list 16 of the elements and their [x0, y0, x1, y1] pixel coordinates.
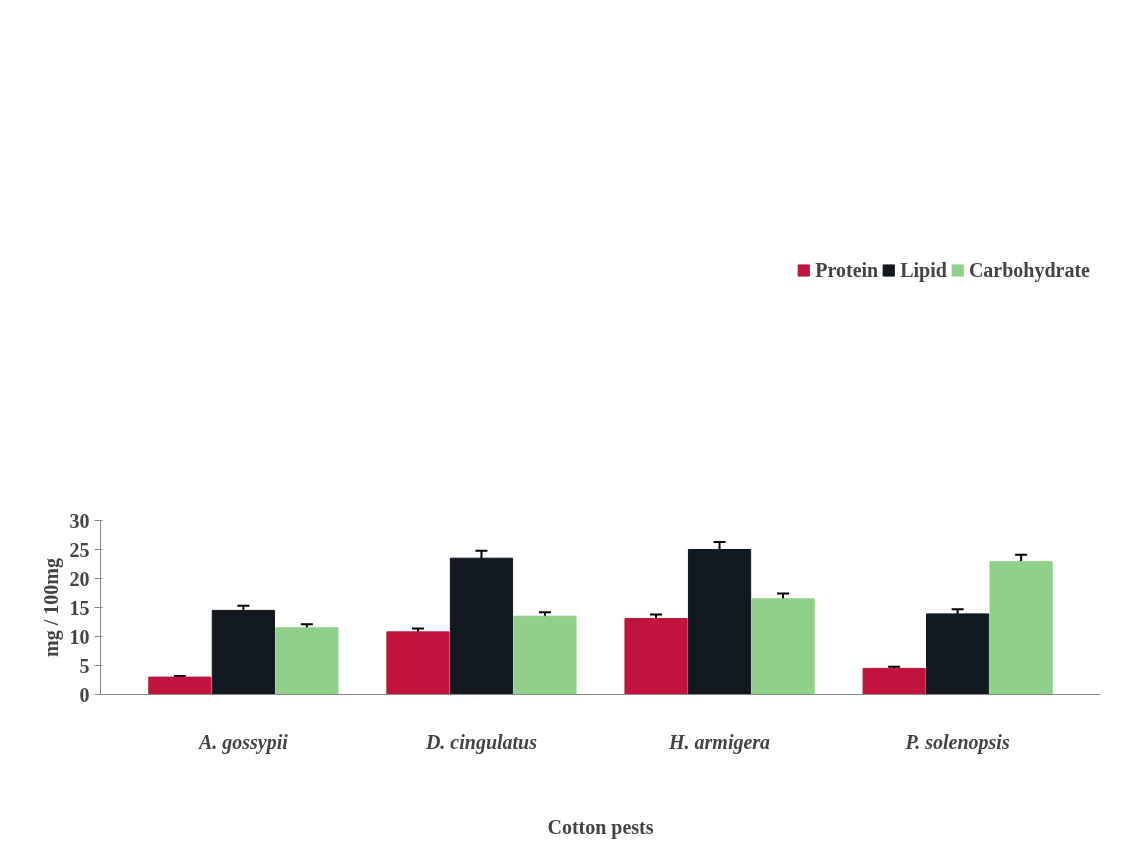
- y-tick-label: 20: [69, 567, 90, 590]
- legend-label: Carbohydrate: [968, 258, 1090, 282]
- x-tick-label: H. armigera: [667, 730, 771, 754]
- x-tick-label: D. cingulatus: [424, 730, 538, 754]
- y-tick-label: 0: [79, 683, 90, 706]
- y-tick-label: 30: [69, 509, 90, 532]
- y-axis-title: mg / 100mg: [39, 558, 63, 657]
- x-tick-label: A. gossypii: [196, 730, 289, 754]
- y-tick-label: 25: [69, 538, 90, 561]
- y-tick-label: 5: [79, 654, 90, 677]
- x-axis-title: Cotton pests: [547, 815, 654, 839]
- legend-label: Protein: [815, 258, 879, 282]
- y-tick-label: 10: [69, 625, 90, 648]
- y-tick-label: 15: [69, 596, 90, 619]
- x-tick-label: P. solenopsis: [904, 730, 1010, 754]
- legend-label: Lipid: [900, 258, 947, 282]
